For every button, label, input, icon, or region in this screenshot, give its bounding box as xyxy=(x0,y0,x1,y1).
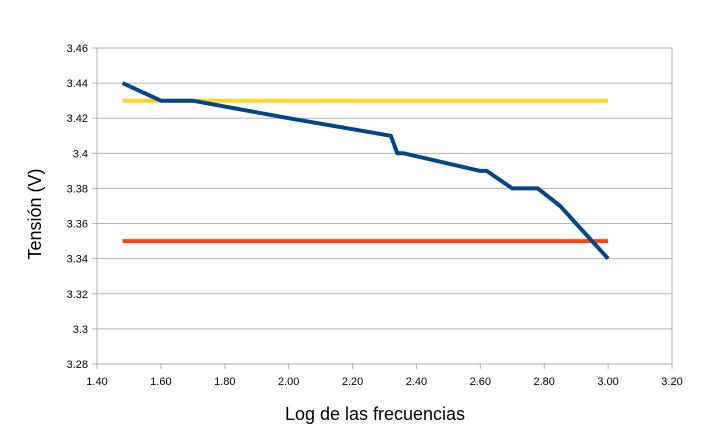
x-axis-title: Log de las frecuencias xyxy=(285,404,465,424)
series-line-tension xyxy=(121,81,610,261)
y-tick-label: 3.4 xyxy=(73,148,88,160)
y-tick-label: 3.32 xyxy=(67,289,88,301)
y-tick-label: 3.3 xyxy=(73,324,88,336)
x-tick-label: 2.60 xyxy=(470,376,491,388)
y-axis-title: Tensión (V) xyxy=(25,168,45,259)
x-tick-label: 1.60 xyxy=(150,376,171,388)
y-tick-label: 3.36 xyxy=(67,219,88,231)
x-tick-label: 2.20 xyxy=(342,376,363,388)
y-tick-label: 3.38 xyxy=(67,183,88,195)
x-tick-label: 2.40 xyxy=(406,376,427,388)
y-tick-label: 3.28 xyxy=(67,359,88,371)
axes xyxy=(92,47,673,369)
y-tick-label: 3.44 xyxy=(67,78,88,90)
y-tick-label: 3.34 xyxy=(67,254,88,266)
y-tick-label: 3.42 xyxy=(67,113,88,125)
x-tick-label: 3.00 xyxy=(597,376,618,388)
y-tick-label: 3.46 xyxy=(67,43,88,55)
x-tick-label: 2.80 xyxy=(534,376,555,388)
grid-lines xyxy=(97,47,672,365)
x-tick-label: 1.40 xyxy=(86,376,107,388)
x-tick-label: 1.80 xyxy=(214,376,235,388)
x-tick-label: 3.20 xyxy=(661,376,682,388)
series-lines xyxy=(121,81,610,261)
tick-labels: 3.28 3.3 3.32 3.34 3.36 3.38 3.4 3.42 3.44 3.46 1.… xyxy=(67,43,683,388)
x-tick-label: 2.00 xyxy=(278,376,299,388)
